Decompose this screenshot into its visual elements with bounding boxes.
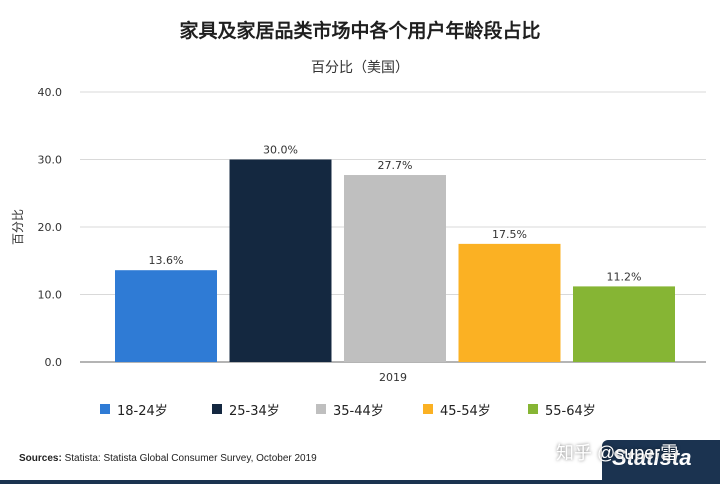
y-tick-label: 20.0 <box>38 221 63 234</box>
zhihu-watermark: 知乎 @super雷 <box>556 443 679 463</box>
legend-label: 35-44岁 <box>333 403 384 419</box>
footer-bar <box>0 480 720 484</box>
data-label: 11.2% <box>607 270 642 283</box>
legend-item: 45-54岁 <box>423 400 491 419</box>
bar-18-24岁 <box>115 270 217 362</box>
chart-title: 家具及家居品类市场中各个用户年龄段占比 <box>179 20 541 42</box>
legend-label: 25-34岁 <box>229 403 280 419</box>
legend-swatch <box>212 404 222 414</box>
legend-item: 35-44岁 <box>316 400 384 419</box>
legend-swatch <box>316 404 326 414</box>
legend-label: 55-64岁 <box>545 403 596 419</box>
bar-55-64岁 <box>573 286 675 362</box>
source-note: Sources: Statista: Statista Global Consu… <box>19 453 317 464</box>
bar-45-54岁 <box>458 243 561 362</box>
legend-label: 18-24岁 <box>117 403 168 419</box>
source-text: Statista: Statista Global Consumer Surve… <box>61 453 317 464</box>
y-tick-label: 40.0 <box>38 86 63 99</box>
data-label: 27.7% <box>378 159 413 172</box>
chart-subtitle: 百分比（美国） <box>311 60 409 76</box>
bar-chart: 0.0 10.0 20.0 30.0 40.0 百分比 2019 13.6% 30.0% 27.7… <box>11 86 706 384</box>
legend-label: 45-54岁 <box>440 403 491 419</box>
legend-item: 55-64岁 <box>528 400 596 419</box>
data-label: 17.5% <box>492 228 527 241</box>
data-label: 30.0% <box>263 144 298 157</box>
source-label: Sources: <box>19 453 62 464</box>
legend-item: 25-34岁 <box>212 400 280 419</box>
statista-logo: Statista <box>612 445 692 470</box>
legend-item: 18-24岁 <box>100 400 168 419</box>
bar-35-44岁 <box>344 175 446 362</box>
bar-25-34岁 <box>229 159 332 362</box>
y-tick-label: 30.0 <box>38 154 63 167</box>
y-tick-label: 0.0 <box>45 356 63 369</box>
x-tick-label: 2019 <box>379 371 407 384</box>
statista-logo-background <box>602 440 720 480</box>
legend-swatch <box>528 404 538 414</box>
y-axis-label: 百分比 <box>11 209 25 245</box>
legend-swatch <box>423 404 433 414</box>
data-label: 13.6% <box>149 254 184 267</box>
chart-legend: 18-24岁 25-34岁 35-44岁 45-54岁 55-64岁 <box>100 400 700 419</box>
legend-swatch <box>100 404 110 414</box>
y-tick-label: 10.0 <box>38 289 63 302</box>
